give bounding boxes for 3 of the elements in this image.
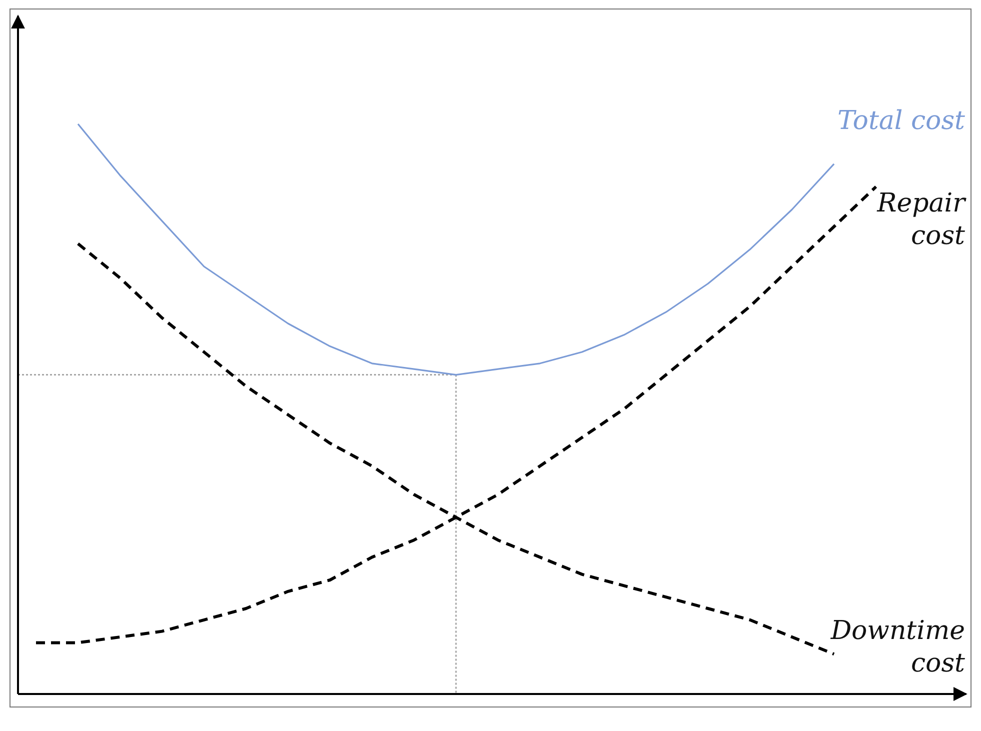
- series-label: Repair cost: [876, 188, 967, 252]
- series-label: Downtime cost: [830, 616, 966, 679]
- series-label: Total cost: [837, 106, 966, 136]
